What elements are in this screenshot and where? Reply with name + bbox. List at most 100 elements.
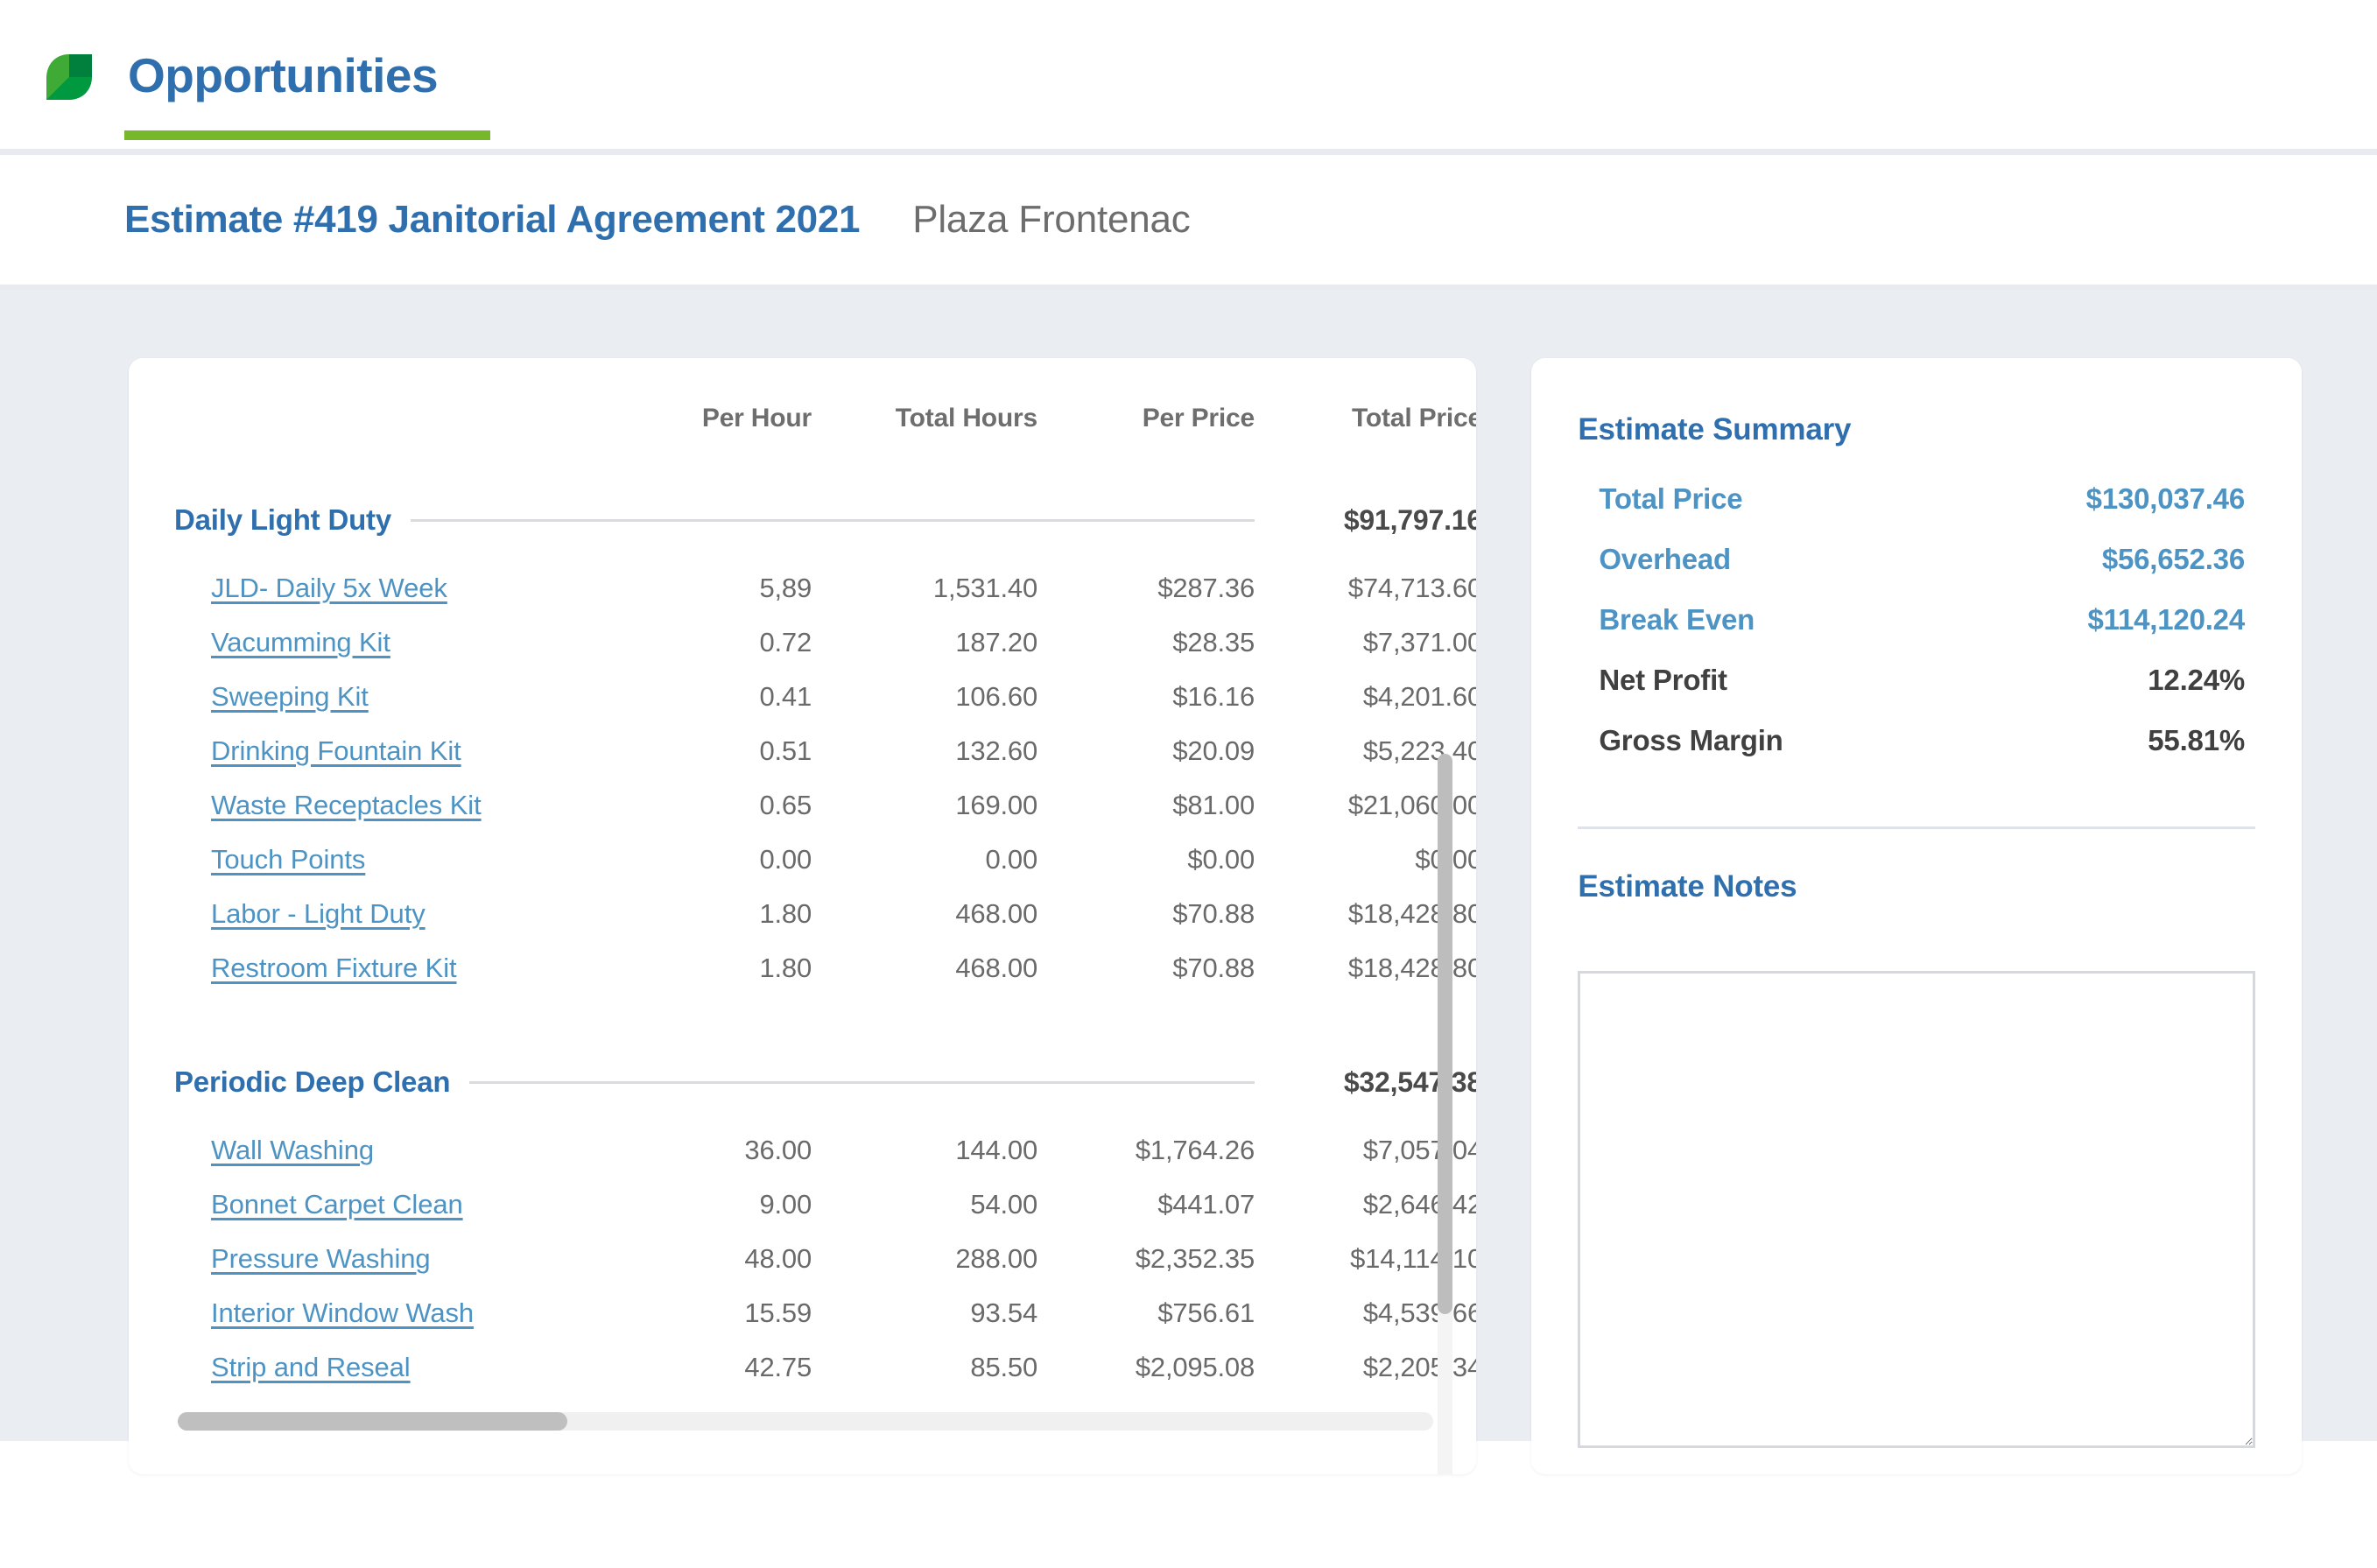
item-name-cell: Touch Points [174,833,603,887]
item-per-price-cell: $2,352.35 [1135,1243,1255,1274]
item-total-price-cell: $74,713.60 [1347,573,1477,603]
item-total-hours-cell: 85.50 [970,1352,1037,1382]
item-per-hour-cell: 1.80 [759,953,812,983]
item-per-price-cell: $756.61 [1157,1297,1255,1328]
item-total-hours-cell: 187.20 [955,627,1037,657]
table-row: Vacumming Kit 0.72 187.20 $28.35 $7,371.00 [174,615,1476,670]
summary-value: $130,037.46 [2085,482,2246,515]
item-total-hours-cell: 93.54 [970,1297,1037,1328]
estimate-notes-input[interactable] [1578,971,2255,1448]
summary-row: Net Profit 12.24% [1578,664,2255,724]
line-items-header: Per Hour Total Hours Per Price Total Pri… [174,404,1476,474]
leaf-icon [46,53,93,101]
column-header-total-price: Total Price [1352,404,1477,432]
table-header-row: Per Hour Total Hours Per Price Total Pri… [174,404,1476,474]
item-per-hour-cell: 1.80 [759,898,812,929]
item-total-hours-cell: 468.00 [955,898,1037,929]
summary-label: Net Profit [1599,664,1727,696]
item-total-hours-cell: 132.60 [955,735,1037,766]
item-total-hours-cell: 0.00 [985,844,1037,875]
summary-row: Break Even $114,120.24 [1578,603,2255,664]
item-total-hours-cell: 144.00 [955,1135,1037,1165]
item-name-cell: Restroom Fixture Kit [174,941,603,995]
header-divider [0,149,2377,155]
item-total-price-cell: $4,201.60 [1362,681,1477,712]
table-row: Labor - Light Duty 1.80 468.00 $70.88 $18,42… [174,887,1476,941]
item-total-price-cell: $18,428.80 [1347,953,1477,983]
item-name-link[interactable]: Bonnet Carpet Clean [211,1189,463,1220]
item-name-cell: Interior Window Wash [174,1286,603,1340]
table-row: Interior Window Wash 15.59 93.54 $756.61 $4,… [174,1286,1476,1340]
table-row: Pressure Washing 48.00 288.00 $2,352.35 $14,… [174,1232,1476,1286]
item-name-cell: Waste Receptacles Kit [174,778,603,833]
item-name-cell: Bonnet Carpet Clean [174,1178,603,1232]
column-header-total-hours: Total Hours [895,404,1037,432]
item-per-price-cell: $20.09 [1172,735,1255,766]
title-bar-divider [0,285,2377,290]
item-name-link[interactable]: Touch Points [211,844,366,875]
item-name-link[interactable]: Drinking Fountain Kit [211,735,461,766]
item-name-link[interactable]: JLD- Daily 5x Week [211,573,447,603]
item-per-price-cell: $441.07 [1157,1189,1255,1220]
table-row: Strip and Reseal 42.75 85.50 $2,095.08 $2,20… [174,1340,1476,1395]
item-per-hour-cell: 5,89 [759,573,812,603]
item-name-cell: Labor - Light Duty [174,887,603,941]
estimate-summary-heading: Estimate Summary [1578,412,1852,446]
group-spacer [174,995,1476,1036]
item-per-price-cell: $2,095.08 [1135,1352,1255,1382]
item-name-link[interactable]: Sweeping Kit [211,681,369,712]
item-per-hour-cell: 0.41 [759,681,812,712]
item-total-price-cell: $14,114.10 [1350,1243,1477,1274]
line-items-scroll-area[interactable]: Per Hour Total Hours Per Price Total Pri… [129,404,1476,1415]
item-per-hour-cell: 15.59 [744,1297,812,1328]
vertical-scrollbar-track[interactable] [1438,754,1453,1474]
item-name-cell: Drinking Fountain Kit [174,724,603,778]
item-per-price-cell: $1,764.26 [1135,1135,1255,1165]
page-body: Per Hour Total Hours Per Price Total Pri… [0,290,2377,1474]
item-per-hour-cell: 0.51 [759,735,812,766]
item-name-link[interactable]: Vacumming Kit [211,627,390,657]
item-total-price-cell: $2,205.34 [1362,1352,1477,1382]
group-label: Periodic Deep Clean [174,1065,451,1098]
item-per-hour-cell: 0.65 [759,790,812,820]
group-header-row: Periodic Deep Clean $32,547.38 [174,1036,1476,1123]
group-label: Daily Light Duty [174,503,391,536]
group-header-row: Daily Light Duty $91,797.16 [174,474,1476,561]
summary-card: Estimate Summary Total Price $130,037.46 O… [1531,358,2302,1474]
item-name-link[interactable]: Interior Window Wash [211,1297,475,1328]
item-name-cell: Wall Washing [174,1123,603,1178]
item-name-link[interactable]: Waste Receptacles Kit [211,790,482,820]
summary-label: Total Price [1599,482,1743,515]
summary-value: 55.81% [2148,724,2245,756]
item-per-price-cell: $81.00 [1172,790,1255,820]
item-name-link[interactable]: Pressure Washing [211,1243,431,1274]
group-rule [469,1080,1255,1084]
summary-value: $56,652.36 [2101,543,2245,575]
app-header: Opportunities [0,0,2377,149]
item-total-price-cell: $4,539,66 [1362,1297,1477,1328]
item-name-cell: Sweeping Kit [174,670,603,724]
item-name-cell: Vacumming Kit [174,615,603,670]
item-name-link[interactable]: Wall Washing [211,1135,374,1165]
item-total-hours-cell: 468.00 [955,953,1037,983]
item-per-hour-cell: 48.00 [744,1243,812,1274]
summary-label: Overhead [1599,543,1731,575]
item-total-price-cell: $21,060.00 [1347,790,1477,820]
horizontal-scrollbar-track[interactable] [178,1412,1433,1431]
vertical-scrollbar-thumb[interactable] [1438,754,1453,1314]
item-per-hour-cell: 9.00 [759,1189,812,1220]
summary-value: 12.24% [2148,664,2245,696]
item-total-hours-cell: 169.00 [955,790,1037,820]
item-per-hour-cell: 0.72 [759,627,812,657]
estimate-title: Estimate #419 Janitorial Agreement 2021 [124,198,861,241]
item-name-link[interactable]: Strip and Reseal [211,1352,411,1382]
summary-value: $114,120.24 [2087,603,2246,636]
horizontal-scrollbar-thumb[interactable] [178,1412,567,1431]
table-row: Waste Receptacles Kit 0.65 169.00 $81.00 $21… [174,778,1476,833]
table-row: JLD- Daily 5x Week 5,89 1,531.40 $287.36 $74… [174,561,1476,615]
summary-row: Gross Margin 55.81% [1578,724,2255,784]
item-name-link[interactable]: Restroom Fixture Kit [211,953,457,983]
item-name-link[interactable]: Labor - Light Duty [211,898,425,929]
item-per-price-cell: $287.36 [1157,573,1255,603]
